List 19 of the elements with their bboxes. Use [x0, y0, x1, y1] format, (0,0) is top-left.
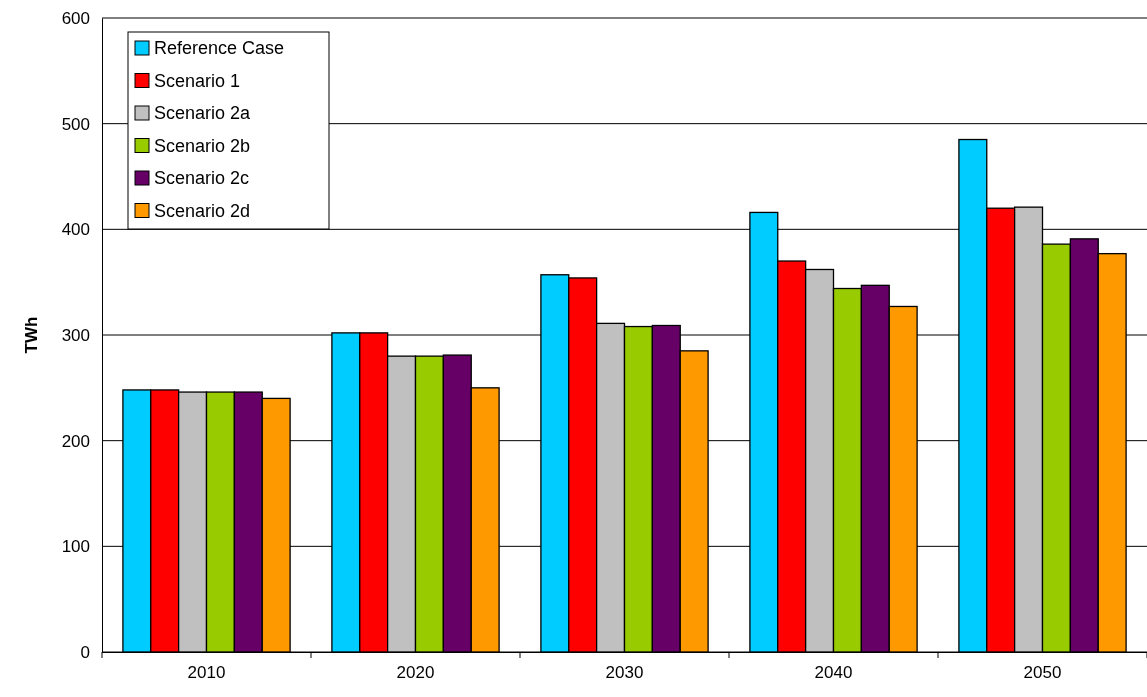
y-tick-label: 300 [61, 325, 90, 345]
y-tick-label: 100 [61, 537, 90, 557]
legend-label: Scenario 2d [154, 200, 251, 221]
legend-label: Scenario 1 [154, 70, 241, 91]
y-tick-label: 0 [80, 642, 90, 662]
y-axis-title: TWh [22, 316, 41, 354]
y-tick-label: 200 [61, 431, 90, 451]
x-tick-label: 2050 [1023, 663, 1062, 683]
x-tick-label: 2040 [814, 663, 853, 683]
legend-label: Scenario 2c [154, 168, 250, 188]
legend-label: Reference Case [154, 38, 285, 58]
legend-label: Scenario 2b [154, 135, 251, 156]
x-tick-label: 2030 [605, 663, 644, 683]
y-tick-label: 500 [61, 114, 90, 134]
y-tick-label: 600 [61, 8, 90, 28]
x-tick-label: 2010 [187, 663, 226, 683]
y-tick-label: 400 [61, 220, 90, 240]
legend-label: Scenario 2a [154, 103, 252, 123]
x-tick-label: 2020 [396, 663, 435, 683]
